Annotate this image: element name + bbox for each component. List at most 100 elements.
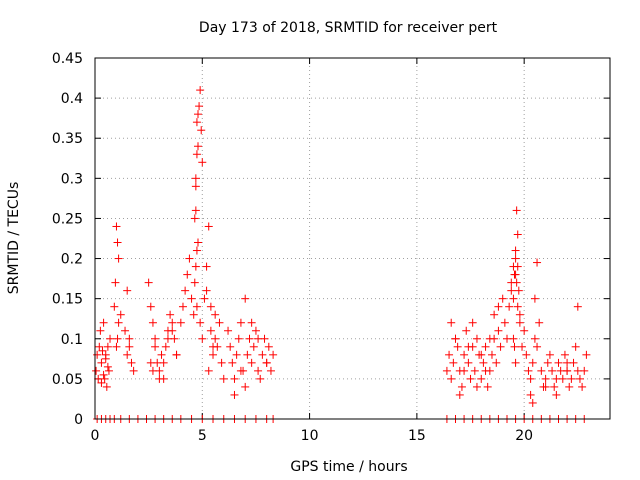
data-point	[166, 310, 175, 319]
data-point	[455, 390, 464, 399]
data-point	[514, 286, 523, 295]
data-point	[112, 342, 121, 351]
y-tick-label: 0.05	[52, 372, 83, 388]
data-point	[494, 326, 503, 335]
data-point	[116, 310, 125, 319]
data-point	[511, 246, 520, 255]
data-point	[99, 318, 108, 327]
y-axis-label: SRMTID / TECUs	[6, 182, 22, 295]
y-tick-label: 0	[74, 412, 83, 428]
data-point	[198, 158, 207, 167]
y-tick-label: 0.1	[61, 332, 83, 348]
data-point	[110, 302, 119, 311]
data-point	[204, 366, 213, 375]
data-point	[262, 358, 271, 367]
data-point	[543, 358, 552, 367]
data-point	[247, 358, 256, 367]
data-point	[209, 342, 218, 351]
data-point	[92, 366, 101, 375]
data-point	[518, 342, 527, 351]
data-point	[464, 342, 473, 351]
data-point	[520, 326, 529, 335]
data-point	[530, 294, 539, 303]
y-tick-label: 0.2	[61, 252, 83, 268]
data-point	[181, 286, 190, 295]
data-point	[195, 102, 204, 111]
data-point	[206, 302, 215, 311]
data-point	[254, 334, 263, 343]
data-point	[492, 358, 501, 367]
data-point	[580, 366, 589, 375]
data-point	[197, 126, 206, 135]
chart-title: Day 173 of 2018, SRMTID for receiver per…	[199, 20, 498, 36]
data-point	[554, 358, 563, 367]
data-point	[95, 342, 104, 351]
data-point	[264, 342, 273, 351]
data-point	[224, 326, 233, 335]
data-point	[513, 302, 522, 311]
data-point	[103, 342, 112, 351]
data-point	[511, 254, 520, 263]
data-point	[194, 238, 202, 247]
data-point	[494, 302, 503, 311]
data-point	[460, 350, 469, 359]
data-point	[192, 118, 201, 127]
data-point	[168, 326, 177, 335]
data-point	[194, 142, 202, 151]
data-point	[114, 254, 123, 263]
data-point	[215, 318, 224, 327]
data-point	[102, 382, 111, 391]
data-point	[236, 318, 245, 327]
data-point	[578, 382, 587, 391]
x-axis-ticks: 0 5 10 15 20	[91, 58, 533, 444]
data-point	[192, 246, 201, 255]
data-point	[151, 334, 160, 343]
data-point	[146, 358, 155, 367]
data-point	[206, 326, 215, 335]
data-point	[192, 150, 201, 159]
data-point	[125, 334, 134, 343]
data-point	[176, 318, 185, 327]
data-point	[161, 342, 170, 351]
data-point	[191, 262, 200, 271]
data-point	[537, 366, 546, 375]
data-point	[550, 382, 559, 391]
data-point	[485, 334, 494, 343]
data-point	[510, 342, 519, 351]
data-point	[93, 350, 102, 359]
data-point	[451, 334, 460, 343]
data-point	[512, 278, 521, 287]
x-axis-label: GPS time / hours	[290, 459, 407, 475]
data-point	[125, 342, 134, 351]
data-point	[157, 350, 166, 359]
data-point	[528, 398, 537, 407]
data-point	[172, 350, 181, 359]
data-point	[526, 390, 535, 399]
data-point	[192, 302, 201, 311]
data-point	[113, 238, 122, 247]
data-point	[251, 326, 260, 335]
y-tick-label: 0.35	[52, 131, 83, 147]
data-point	[468, 318, 477, 327]
data-point	[190, 214, 199, 223]
data-point	[204, 222, 213, 231]
data-point	[104, 366, 113, 375]
data-point	[481, 342, 490, 351]
y-tick-label: 0.3	[61, 171, 83, 187]
data-point	[217, 358, 226, 367]
data-point	[269, 350, 278, 359]
data-point	[472, 334, 481, 343]
data-point	[582, 350, 591, 359]
data-point	[530, 334, 539, 343]
data-point	[571, 342, 580, 351]
data-point	[453, 342, 462, 351]
data-point	[183, 270, 192, 279]
data-point	[490, 310, 499, 319]
data-point	[567, 374, 576, 383]
data-point	[573, 302, 582, 311]
data-point	[236, 366, 245, 375]
data-point	[558, 374, 567, 383]
data-point	[522, 350, 531, 359]
data-point	[129, 366, 138, 375]
data-point	[100, 374, 109, 383]
